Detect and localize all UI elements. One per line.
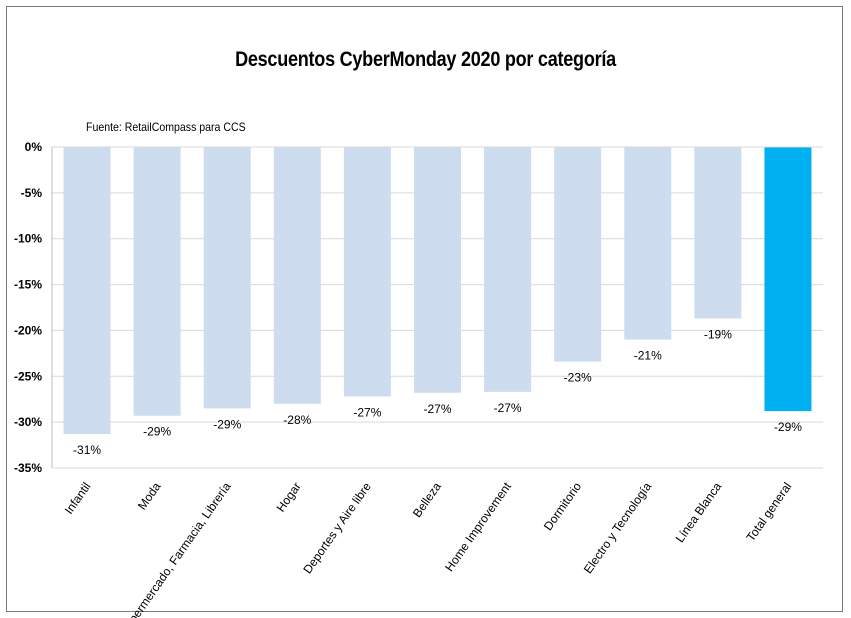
data-label: -28% bbox=[283, 413, 311, 427]
category-label: Hogar bbox=[274, 480, 304, 515]
chart-source-note: Fuente: RetailCompass para CCS bbox=[86, 120, 246, 134]
bar bbox=[414, 147, 461, 393]
data-label: -23% bbox=[564, 371, 592, 385]
category-label: Moda bbox=[135, 479, 164, 512]
bar bbox=[63, 147, 111, 435]
bar bbox=[343, 147, 391, 397]
bar bbox=[554, 147, 602, 362]
category-label: Total general bbox=[744, 480, 795, 544]
y-tick-label: -25% bbox=[14, 369, 42, 383]
y-tick-label: -10% bbox=[14, 232, 42, 246]
bar bbox=[764, 147, 812, 412]
y-tick-label: -5% bbox=[21, 186, 43, 200]
data-label: -29% bbox=[213, 417, 241, 431]
data-label: -27% bbox=[494, 401, 522, 415]
data-label: -27% bbox=[423, 402, 451, 416]
bar bbox=[273, 147, 321, 404]
category-label: Supermercado, Farmacia, Librería bbox=[117, 479, 233, 618]
data-label: -29% bbox=[774, 420, 802, 434]
chart-title: Descuentos CyberMonday 2020 por categorí… bbox=[235, 48, 616, 71]
bar bbox=[133, 147, 181, 416]
bar bbox=[203, 147, 251, 409]
bar bbox=[694, 147, 742, 319]
y-tick-label: -15% bbox=[14, 278, 42, 292]
y-tick-label: -20% bbox=[14, 323, 42, 337]
data-label: -27% bbox=[353, 405, 381, 419]
category-label: Electro y Tecnología bbox=[581, 479, 655, 576]
category-label: Línea Blanca bbox=[673, 479, 725, 545]
category-label: Infantil bbox=[62, 480, 94, 517]
data-label: -29% bbox=[143, 425, 171, 439]
bar bbox=[624, 147, 672, 340]
y-tick-label: 0% bbox=[25, 140, 43, 154]
data-label: -31% bbox=[73, 443, 101, 457]
y-tick-label: -35% bbox=[14, 461, 42, 475]
category-label: Deportes y Aire libre bbox=[300, 479, 374, 576]
category-label: Home Improvement bbox=[442, 479, 514, 574]
bar bbox=[484, 147, 532, 392]
category-label: Belleza bbox=[410, 479, 444, 520]
data-label: -19% bbox=[704, 328, 732, 342]
category-label: Dormitorio bbox=[541, 479, 584, 533]
y-tick-label: -30% bbox=[14, 415, 42, 429]
data-label: -21% bbox=[634, 349, 662, 363]
